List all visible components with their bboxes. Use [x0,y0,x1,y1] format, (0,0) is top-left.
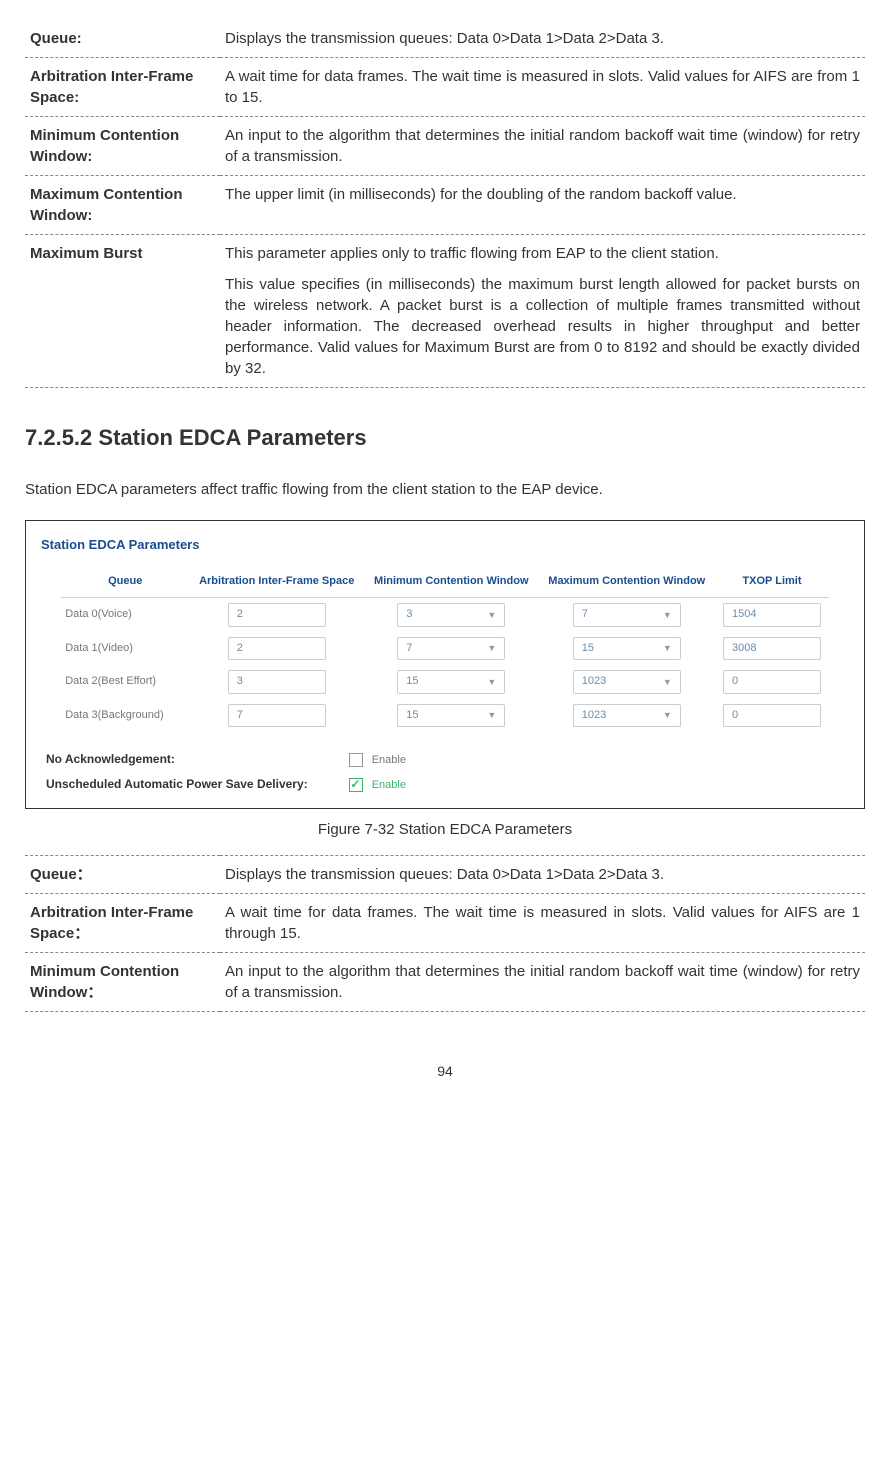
definition-description: A wait time for data frames. The wait ti… [220,58,865,117]
station-edca-figure: Station EDCA Parameters QueueArbitration… [25,520,865,809]
edca-row-label: Data 3(Background) [61,699,189,732]
max-contention-select[interactable]: 1023▼ [573,670,681,693]
edca-column-header: Maximum Contention Window [538,566,715,598]
chevron-down-icon: ▼ [663,676,672,689]
chevron-down-icon: ▼ [487,609,496,622]
definitions-table-b: Queue：Displays the transmission queues: … [25,855,865,1012]
uapsd-checkbox[interactable] [349,778,363,792]
min-contention-select[interactable]: 15▼ [397,704,505,727]
aifs-input[interactable]: 2 [228,637,326,660]
max-contention-select[interactable]: 1023▼ [573,704,681,727]
definitions-table-a: Queue:Displays the transmission queues: … [25,20,865,388]
aifs-input[interactable]: 3 [228,670,326,693]
edca-column-header: Arbitration Inter-Frame Space [189,566,364,598]
no-ack-text: Enable [372,754,406,766]
chevron-down-icon: ▼ [663,709,672,722]
chevron-down-icon: ▼ [663,642,672,655]
edca-row-label: Data 0(Voice) [61,598,189,632]
min-contention-select[interactable]: 15▼ [397,670,505,693]
txop-input[interactable]: 0 [723,670,821,693]
aifs-input[interactable]: 7 [228,704,326,727]
no-ack-label: No Acknowledgement: [46,751,346,768]
txop-input[interactable]: 3008 [723,637,821,660]
txop-input[interactable]: 1504 [723,603,821,626]
edca-column-header: Queue [61,566,189,598]
definition-description: Displays the transmission queues: Data 0… [220,855,865,893]
page-number: 94 [25,1062,865,1082]
edca-parameters-table: QueueArbitration Inter-Frame SpaceMinimu… [61,566,829,732]
definition-description: This parameter applies only to traffic f… [220,235,865,388]
definition-term: Arbitration Inter-Frame Space: [25,58,220,117]
definition-term: Maximum Contention Window: [25,176,220,235]
max-contention-select[interactable]: 15▼ [573,637,681,660]
chevron-down-icon: ▼ [487,709,496,722]
no-ack-row: No Acknowledgement: Enable [41,747,849,772]
definition-description: An input to the algorithm that determine… [220,952,865,1011]
edca-column-header: TXOP Limit [715,566,829,598]
max-contention-select[interactable]: 7▼ [573,603,681,626]
figure-caption: Figure 7-32 Station EDCA Parameters [25,819,865,840]
definition-term: Minimum Contention Window: [25,117,220,176]
intro-paragraph: Station EDCA parameters affect traffic f… [25,479,865,500]
definition-term: Minimum Contention Window： [25,952,220,1011]
edca-column-header: Minimum Contention Window [364,566,538,598]
definition-description: An input to the algorithm that determine… [220,117,865,176]
chevron-down-icon: ▼ [663,609,672,622]
definition-term: Queue: [25,20,220,58]
uapsd-row: Unscheduled Automatic Power Save Deliver… [41,772,849,797]
no-ack-checkbox[interactable] [349,753,363,767]
min-contention-select[interactable]: 7▼ [397,637,505,660]
definition-term: Arbitration Inter-Frame Space： [25,893,220,952]
min-contention-select[interactable]: 3▼ [397,603,505,626]
chevron-down-icon: ▼ [487,642,496,655]
edca-row-label: Data 1(Video) [61,632,189,665]
aifs-input[interactable]: 2 [228,603,326,626]
definition-term: Queue： [25,855,220,893]
uapsd-label: Unscheduled Automatic Power Save Deliver… [46,776,346,793]
uapsd-text: Enable [372,779,406,791]
txop-input[interactable]: 0 [723,704,821,727]
definition-description: The upper limit (in milliseconds) for th… [220,176,865,235]
panel-title: Station EDCA Parameters [41,536,849,554]
definition-description: A wait time for data frames. The wait ti… [220,893,865,952]
definition-description: Displays the transmission queues: Data 0… [220,20,865,58]
definition-term: Maximum Burst [25,235,220,388]
chevron-down-icon: ▼ [487,676,496,689]
section-heading: 7.2.5.2 Station EDCA Parameters [25,423,865,454]
edca-row-label: Data 2(Best Effort) [61,665,189,698]
